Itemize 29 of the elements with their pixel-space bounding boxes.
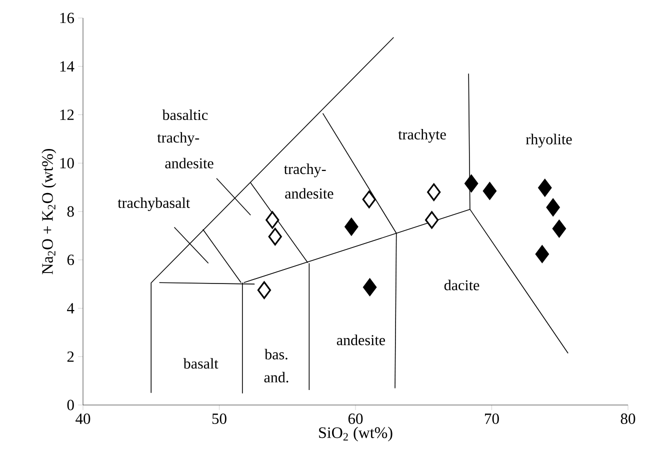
y-axis-title: Na$_{2}$O + K$_{2}$O (wt%) — [42, 148, 56, 274]
x-tick-label: 80 — [620, 414, 636, 424]
x-axis-title: SiO$_{2}$ (wt%) — [319, 426, 392, 442]
annotation: andesite — [165, 158, 214, 168]
annotation: andesite — [285, 188, 334, 199]
y-tick-label: 4 — [67, 303, 74, 314]
annotation: trachy- — [284, 164, 326, 178]
annotation: trachyte — [398, 128, 446, 143]
x-tick-label: 70 — [485, 414, 499, 424]
y-tick-label: 14 — [60, 61, 74, 72]
y-tick-label: 8 — [67, 206, 74, 217]
annotation: dacite — [444, 280, 480, 290]
y-tick-label: 16 — [60, 12, 74, 24]
y-tick-label: 10 — [60, 158, 74, 168]
annotation: trachybasalt — [118, 197, 190, 212]
x-tick-label: 40 — [76, 414, 90, 424]
x-tick-label: 60 — [348, 414, 363, 424]
annotation: rhyolite — [526, 134, 572, 148]
y-tick-label: 2 — [67, 351, 74, 362]
annotation: trachy- — [157, 132, 200, 146]
annotation: andesite — [336, 334, 386, 346]
annotation: bas. — [264, 348, 288, 360]
annotation: and. — [264, 372, 288, 382]
x-tick-label: 50 — [212, 414, 226, 424]
y-tick-label: 12 — [60, 110, 74, 120]
y-tick-label: 6 — [67, 254, 74, 266]
annotation: basaltic — [162, 109, 208, 120]
annotation: basalt — [183, 358, 218, 369]
y-tick-label: 0 — [67, 400, 74, 410]
